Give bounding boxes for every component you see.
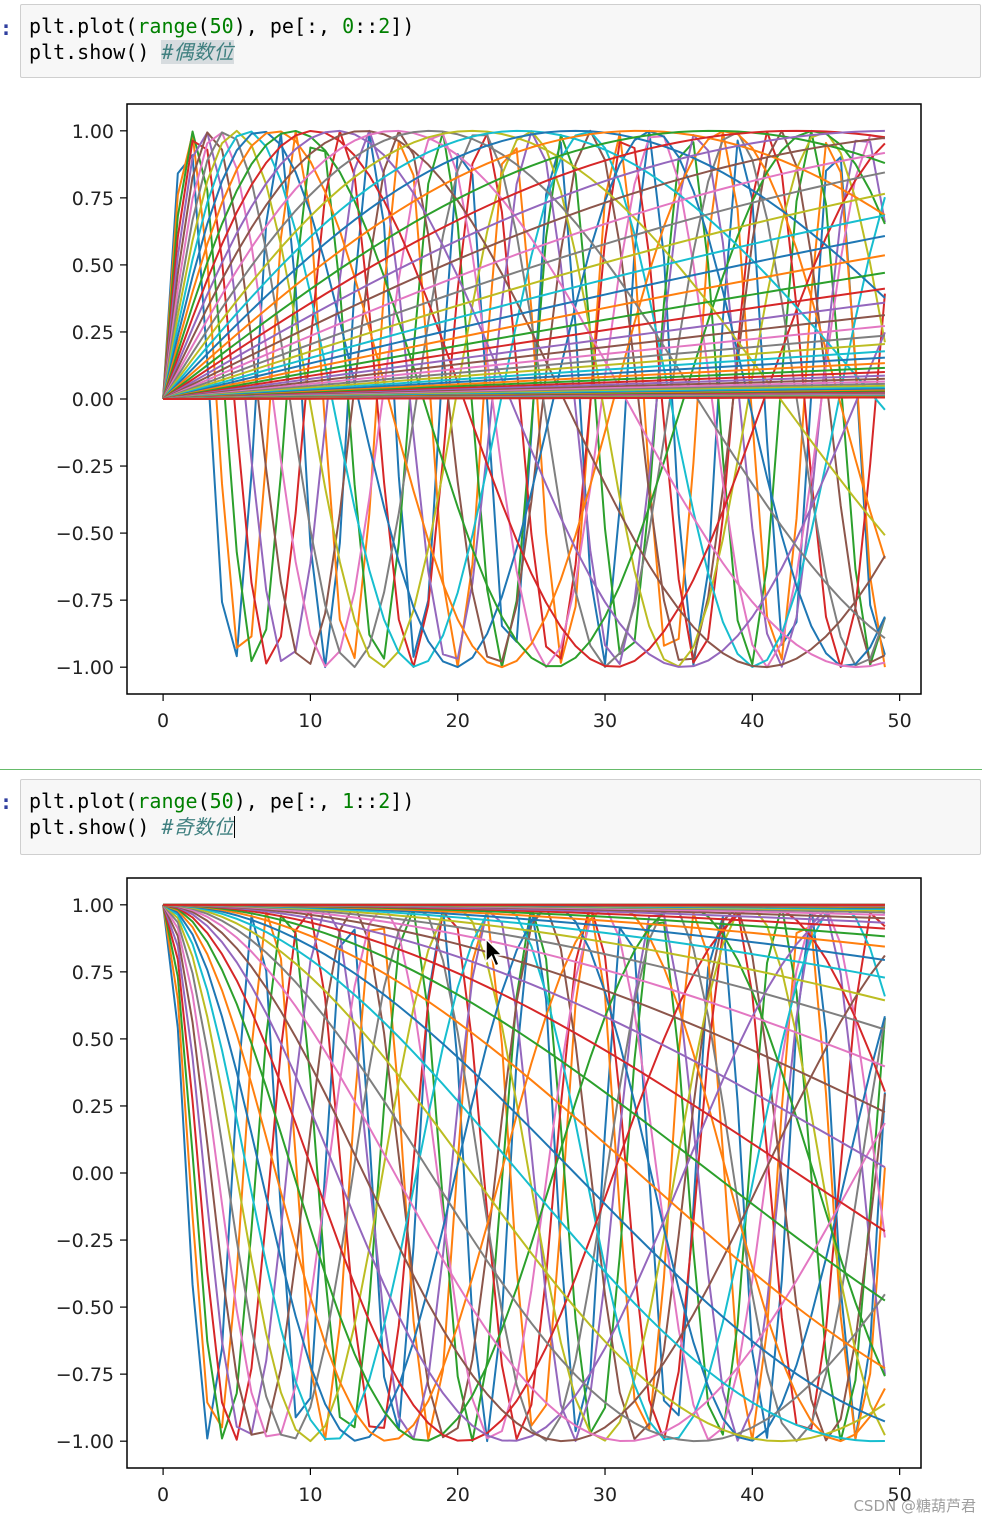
- x-tick-label: 50: [888, 710, 912, 732]
- code-number: 2: [378, 14, 390, 38]
- code-text: (: [198, 14, 210, 38]
- code-text: ), pe[:,: [234, 789, 342, 813]
- code-text: (: [198, 789, 210, 813]
- code-number: 0: [342, 14, 354, 38]
- y-tick-label: 0.25: [72, 322, 114, 344]
- plot-even-dims: 1.00 0.75 0.50 0.25 0.00 −0.25 −0.50 −0.75 −1.00…: [0, 92, 982, 752]
- code-text: plt.show(): [29, 815, 161, 839]
- x-tick-label: 20: [446, 1484, 470, 1506]
- series-lines: [163, 905, 885, 1441]
- code-text: ), pe[:,: [234, 14, 342, 38]
- code-text: ::: [354, 789, 378, 813]
- y-tick-label: 0.00: [72, 1163, 114, 1185]
- code-line: plt.plot(range(50), pe[:, 1::2]): [29, 788, 972, 814]
- code-number: 2: [378, 789, 390, 813]
- text-caret: [234, 816, 235, 838]
- code-text: plt.plot(: [29, 14, 137, 38]
- code-text: ]): [390, 789, 414, 813]
- cell-prompt: :: [0, 790, 14, 814]
- code-comment: #偶数位: [161, 40, 233, 64]
- y-tick-label: −1.00: [56, 1431, 114, 1453]
- x-tick-label: 30: [593, 1484, 617, 1506]
- code-number: 50: [210, 14, 234, 38]
- cell-divider: [0, 769, 982, 770]
- code-builtin: range: [137, 789, 197, 813]
- x-tick-label: 20: [446, 710, 470, 732]
- x-tick-label: 10: [298, 1484, 322, 1506]
- code-number: 1: [342, 789, 354, 813]
- x-tick-label: 30: [593, 710, 617, 732]
- x-tick-label: 0: [157, 710, 169, 732]
- code-line: plt.plot(range(50), pe[:, 0::2]): [29, 13, 972, 39]
- y-tick-label: 1.00: [72, 121, 114, 143]
- watermark: CSDN @糖葫芦君: [853, 1495, 976, 1516]
- y-tick-label: −1.00: [56, 657, 114, 679]
- x-tick-label: 40: [740, 710, 764, 732]
- x-tick-label: 10: [298, 710, 322, 732]
- code-cell-1[interactable]: plt.plot(range(50), pe[:, 0::2]) plt.sho…: [20, 4, 981, 78]
- y-tick-label: 0.75: [72, 962, 114, 984]
- x-tick-label: 0: [157, 1484, 169, 1506]
- code-comment: #奇数位: [161, 815, 233, 839]
- y-tick-label: −0.50: [56, 1297, 114, 1319]
- code-text: ::: [354, 14, 378, 38]
- x-tick-label: 40: [740, 1484, 764, 1506]
- code-builtin: range: [137, 14, 197, 38]
- y-tick-label: −0.25: [56, 456, 114, 478]
- y-tick-label: 0.50: [72, 255, 114, 277]
- y-tick-label: −0.50: [56, 523, 114, 545]
- code-line: plt.show() #奇数位: [29, 814, 972, 840]
- code-cell-2[interactable]: plt.plot(range(50), pe[:, 1::2]) plt.sho…: [20, 779, 981, 855]
- y-tick-label: 1.00: [72, 895, 114, 917]
- y-tick-label: −0.75: [56, 1364, 114, 1386]
- y-tick-label: −0.75: [56, 590, 114, 612]
- code-text: plt.plot(: [29, 789, 137, 813]
- code-number: 50: [210, 789, 234, 813]
- code-line: plt.show() #偶数位: [29, 39, 972, 65]
- y-tick-label: −0.25: [56, 1230, 114, 1252]
- y-tick-label: 0.25: [72, 1096, 114, 1118]
- y-tick-label: 0.50: [72, 1029, 114, 1051]
- cell-prompt: :: [0, 16, 14, 40]
- code-text: ]): [390, 14, 414, 38]
- y-tick-label: 0.00: [72, 389, 114, 411]
- mouse-pointer-icon: [484, 938, 504, 968]
- series-lines: [163, 131, 885, 667]
- y-tick-label: 0.75: [72, 188, 114, 210]
- code-text: plt.show(): [29, 40, 161, 64]
